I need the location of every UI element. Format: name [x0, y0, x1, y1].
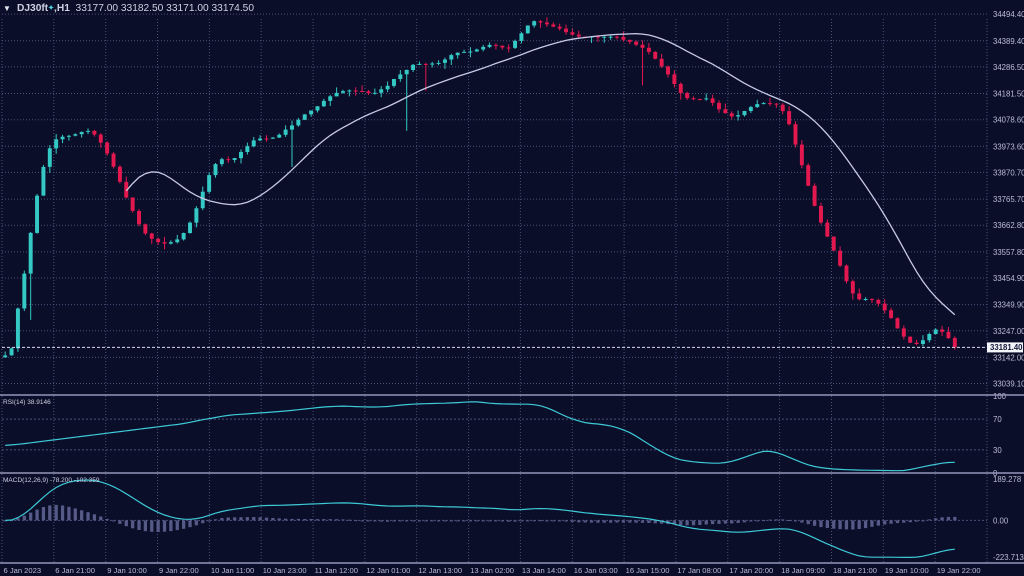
- svg-text:12 Jan 13:00: 12 Jan 13:00: [418, 566, 462, 575]
- svg-text:34078.60: 34078.60: [993, 116, 1024, 125]
- svg-text:34494.40: 34494.40: [993, 10, 1024, 19]
- svg-text:19 Jan 10:00: 19 Jan 10:00: [885, 566, 929, 575]
- svg-text:11 Jan 12:00: 11 Jan 12:00: [315, 566, 358, 575]
- svg-text:17 Jan 20:00: 17 Jan 20:00: [729, 566, 773, 575]
- svg-text:10 Jan 23:00: 10 Jan 23:00: [263, 566, 307, 575]
- svg-text:9 Jan 22:00: 9 Jan 22:00: [159, 566, 199, 575]
- svg-text:6 Jan 2023: 6 Jan 2023: [4, 566, 42, 575]
- svg-text:34389.40: 34389.40: [993, 37, 1024, 46]
- svg-text:189.278: 189.278: [993, 475, 1021, 484]
- svg-text:13 Jan 02:00: 13 Jan 02:00: [470, 566, 514, 575]
- svg-text:34181.50: 34181.50: [993, 90, 1024, 99]
- svg-text:16 Jan 03:00: 16 Jan 03:00: [574, 566, 618, 575]
- svg-text:0.00: 0.00: [993, 516, 1009, 525]
- svg-text:16 Jan 15:00: 16 Jan 15:00: [626, 566, 670, 575]
- svg-text:33349.90: 33349.90: [993, 301, 1024, 310]
- svg-text:34286.50: 34286.50: [993, 63, 1024, 72]
- svg-text:18 Jan 21:00: 18 Jan 21:00: [833, 566, 877, 575]
- svg-text:70: 70: [993, 415, 1002, 424]
- svg-text:17 Jan 08:00: 17 Jan 08:00: [677, 566, 721, 575]
- svg-text:100: 100: [993, 392, 1007, 401]
- svg-text:12 Jan 01:00: 12 Jan 01:00: [366, 566, 410, 575]
- svg-text:33247.00: 33247.00: [993, 327, 1024, 336]
- svg-text:33454.90: 33454.90: [993, 274, 1024, 283]
- svg-text:33870.70: 33870.70: [993, 168, 1024, 177]
- svg-text:10 Jan 11:00: 10 Jan 11:00: [211, 566, 254, 575]
- svg-text:6 Jan 21:00: 6 Jan 21:00: [55, 566, 95, 575]
- svg-text:33973.60: 33973.60: [993, 142, 1024, 151]
- svg-text:33662.80: 33662.80: [993, 221, 1024, 230]
- svg-text:9 Jan 10:00: 9 Jan 10:00: [107, 566, 147, 575]
- svg-text:19 Jan 22:00: 19 Jan 22:00: [937, 566, 981, 575]
- svg-text:-223.713: -223.713: [993, 553, 1024, 562]
- svg-text:33039.10: 33039.10: [993, 380, 1024, 389]
- svg-text:33181.40: 33181.40: [990, 343, 1023, 352]
- svg-text:33142.00: 33142.00: [993, 353, 1024, 362]
- svg-text:13 Jan 14:00: 13 Jan 14:00: [522, 566, 566, 575]
- svg-text:30: 30: [993, 446, 1002, 455]
- svg-text:18 Jan 09:00: 18 Jan 09:00: [781, 566, 825, 575]
- svg-text:33557.80: 33557.80: [993, 248, 1024, 257]
- svg-text:33765.70: 33765.70: [993, 195, 1024, 204]
